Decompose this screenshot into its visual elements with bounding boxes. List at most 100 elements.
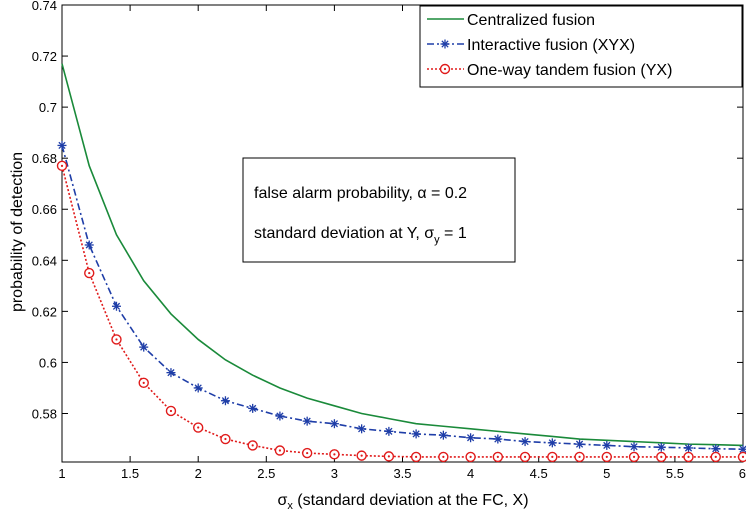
data-point	[710, 451, 721, 463]
data-point	[111, 301, 121, 311]
marker-dot	[469, 455, 472, 458]
data-point	[465, 451, 476, 463]
data-point	[519, 451, 531, 463]
data-point	[248, 403, 258, 413]
data-point	[466, 433, 476, 443]
marker-stroke	[330, 420, 339, 428]
marker-stroke	[712, 445, 720, 453]
legend-marker-interactive	[440, 39, 450, 49]
marker-stroke	[494, 435, 502, 443]
legend-marker-tandem	[439, 63, 451, 75]
marker-dot	[443, 67, 447, 71]
data-point	[629, 442, 639, 452]
y-tick-label: 0.6	[39, 355, 57, 370]
marker-dot	[415, 455, 418, 458]
data-point	[493, 434, 503, 444]
x-tick-label: 1	[58, 466, 65, 481]
data-point	[656, 442, 666, 452]
marker-dot	[251, 444, 254, 447]
x-axis-title-sub: x	[287, 500, 293, 512]
marker-stroke	[276, 412, 284, 420]
y-tick-label: 0.68	[32, 151, 57, 166]
marker-dot	[115, 338, 118, 341]
data-point	[111, 334, 122, 345]
marker-dot	[442, 455, 445, 458]
x-axis-title-rest: (standard deviation at the FC, X)	[293, 492, 529, 509]
data-point	[139, 342, 149, 352]
data-point	[329, 449, 340, 460]
x-tick-label: 4.5	[530, 466, 548, 481]
x-tick-label: 3	[331, 466, 338, 481]
marker-dot	[360, 454, 363, 457]
marker-dot	[714, 455, 717, 458]
y-tick-label: 0.66	[32, 202, 57, 217]
marker-dot	[632, 455, 636, 458]
marker-stroke	[58, 141, 66, 150]
y-tick-label: 0.74	[32, 0, 57, 13]
marker-stroke	[358, 425, 366, 433]
x-tick-label: 5.5	[666, 466, 684, 481]
data-point	[166, 368, 176, 378]
legend-swatches	[427, 18, 464, 75]
data-point	[684, 443, 694, 453]
marker-dot	[660, 455, 663, 458]
data-point	[220, 433, 231, 445]
marker-dot	[306, 451, 309, 455]
data-point	[302, 416, 312, 426]
marker-dot	[605, 455, 608, 458]
marker-dot	[169, 409, 173, 413]
x-tick-label: 3.5	[393, 466, 411, 481]
x-tick-label: 4	[467, 466, 474, 481]
legend-frame	[419, 5, 743, 88]
marker-stroke	[684, 444, 693, 452]
data-point	[628, 451, 640, 463]
marker-dot	[387, 455, 390, 458]
annotation-box: false alarm probability, α = 0.2 standar…	[242, 157, 516, 263]
x-axis-title-main: σ	[277, 492, 287, 509]
marker-stroke	[466, 434, 475, 442]
marker-stroke	[385, 427, 393, 435]
data-point	[84, 240, 94, 250]
data-point	[193, 383, 203, 393]
data-point	[275, 411, 285, 421]
marker-stroke	[521, 437, 529, 446]
series-tandem	[56, 160, 746, 463]
data-point	[411, 429, 421, 439]
marker-stroke	[221, 397, 230, 405]
data-point	[329, 419, 339, 429]
series-interactive	[57, 140, 746, 454]
marker-stroke	[657, 443, 665, 451]
annotation-line-2-rest: = 1	[440, 225, 467, 242]
marker-stroke	[548, 439, 556, 447]
data-point	[575, 439, 585, 449]
marker-stroke	[739, 445, 746, 453]
marker-stroke	[603, 441, 611, 450]
annotation-line-2-sub: y	[434, 234, 440, 246]
data-point	[520, 437, 530, 447]
marker-dot	[197, 426, 200, 429]
y-tick-label: 0.58	[32, 406, 57, 421]
data-point	[410, 451, 422, 463]
annotation-frame	[242, 157, 516, 263]
y-axis-title: probability of detection	[9, 152, 26, 312]
x-tick-label: 5	[603, 466, 610, 481]
marker-dot	[88, 271, 91, 275]
marker-dot	[224, 437, 227, 441]
annotation-line-1: false alarm probability, α = 0.2	[254, 185, 467, 202]
marker-stroke	[249, 404, 257, 412]
marker-stroke	[194, 384, 202, 392]
marker-stroke	[412, 430, 420, 438]
legend-label-tandem: One-way tandem fusion (YX)	[467, 62, 672, 79]
series-line-centralized	[61, 63, 744, 447]
marker-dot	[523, 455, 527, 458]
marker-stroke	[303, 417, 311, 425]
x-tick-label: 6	[739, 466, 746, 481]
data-point	[356, 450, 367, 461]
marker-dot	[741, 455, 745, 458]
data-point	[438, 430, 448, 440]
marker-dot	[142, 381, 145, 384]
marker-stroke	[439, 431, 447, 439]
x-tick-label: 2	[195, 466, 202, 481]
y-tick-label: 0.62	[32, 304, 57, 319]
